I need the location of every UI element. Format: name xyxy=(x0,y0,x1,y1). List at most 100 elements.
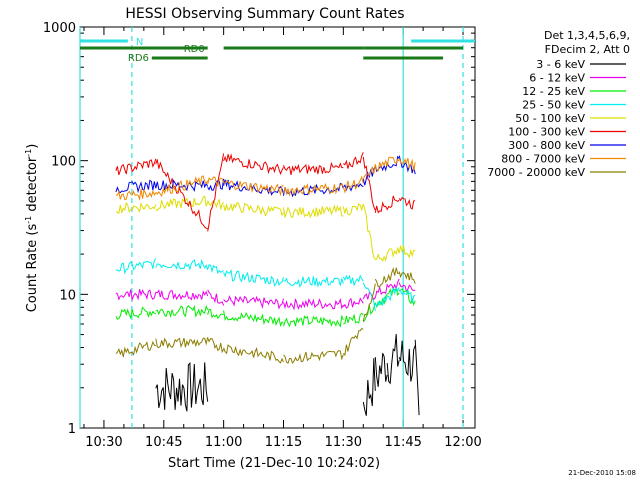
series-line-4 xyxy=(155,195,209,212)
series-line-2 xyxy=(374,287,400,308)
series-line-5 xyxy=(283,161,344,175)
series-line-3 xyxy=(155,258,209,271)
y-tick-label: 100 xyxy=(51,155,76,170)
y-label-main: Count Rate (s xyxy=(25,224,40,313)
series-line-2 xyxy=(207,308,224,320)
legend-label: 300 - 800 keV xyxy=(508,139,585,152)
x-tick-label: 10:30 xyxy=(85,435,122,450)
timestamp: 21-Dec-2010 15:08 xyxy=(568,469,636,477)
series-line-5 xyxy=(207,153,225,232)
series-line-1 xyxy=(155,289,209,301)
legend-header-line-2: FDecim 2, Att 0 xyxy=(545,43,630,56)
series-line-3 xyxy=(374,286,400,308)
series-line-3 xyxy=(223,269,284,287)
legend-label: 800 - 7000 keV xyxy=(501,153,585,166)
y-label-sup2: -1 xyxy=(24,149,33,157)
series-line-2 xyxy=(115,306,156,320)
series-line-3 xyxy=(283,276,344,288)
series-line-4 xyxy=(362,204,376,260)
series-line-8 xyxy=(223,344,284,364)
series-line-8 xyxy=(283,350,344,365)
legend-label: 12 - 25 keV xyxy=(522,85,585,98)
x-axis-label: Start Time (21-Dec-10 10:24:02) xyxy=(168,456,380,471)
legend-label: 50 - 100 keV xyxy=(515,112,585,125)
legend-label: 7000 - 20000 keV xyxy=(487,166,585,179)
legend-label: 25 - 50 keV xyxy=(522,99,585,112)
series-line-5 xyxy=(362,156,376,211)
series-line-5 xyxy=(115,158,157,176)
series-line-4 xyxy=(375,246,400,262)
series-line-1 xyxy=(362,291,376,301)
series-line-2 xyxy=(283,314,344,328)
series-line-5 xyxy=(155,159,208,230)
series-line-1 xyxy=(398,282,416,293)
flag-bars: N RD0 RD6 xyxy=(80,37,475,64)
series-line-2 xyxy=(155,304,209,319)
legend: Det 1,3,4,5,6,9, FDecim 2, Att 0 3 - 6 k… xyxy=(487,29,630,179)
series-line-0 xyxy=(386,334,400,385)
series-line-3 xyxy=(342,274,364,287)
chart-title: HESSI Observing Summary Count Rates xyxy=(125,6,404,22)
series-line-8 xyxy=(374,267,400,288)
flag-label-rd0: RD0 xyxy=(184,44,205,55)
series-line-7 xyxy=(374,156,400,172)
y-axis-label: Count Rate (s-1 detector-1) xyxy=(24,144,40,313)
series-line-0 xyxy=(362,358,376,416)
x-tick-label: 11:00 xyxy=(205,435,242,450)
y-label-sup1: -1 xyxy=(24,216,33,224)
series-line-7 xyxy=(155,175,209,198)
series-line-7 xyxy=(398,157,416,172)
series-line-6 xyxy=(342,183,364,192)
series-line-7 xyxy=(223,179,284,197)
series-line-1 xyxy=(342,297,364,309)
series-line-8 xyxy=(342,328,364,357)
series-line-7 xyxy=(207,176,225,188)
series-line-6 xyxy=(398,155,416,175)
series-line-8 xyxy=(155,337,209,349)
series-line-5 xyxy=(374,195,400,214)
series-line-1 xyxy=(115,289,157,302)
y-tick-label: 10 xyxy=(59,288,76,303)
series-line-3 xyxy=(398,289,416,304)
series-line-6 xyxy=(207,178,225,191)
series-line-4 xyxy=(283,204,344,219)
series-line-6 xyxy=(115,179,157,194)
series-line-3 xyxy=(207,264,224,275)
series-line-0 xyxy=(414,339,420,416)
x-ticks: 10:30 10:45 11:00 11:15 11:30 11:45 12:00 xyxy=(83,27,482,450)
series-line-6 xyxy=(155,179,209,193)
series-line-1 xyxy=(223,295,284,310)
flag-label-n: N xyxy=(136,37,143,48)
series-line-5 xyxy=(343,152,364,169)
series-line-4 xyxy=(342,203,364,216)
series-line-3 xyxy=(362,282,376,312)
legend-header-line-1: Det 1,3,4,5,6,9, xyxy=(544,29,630,42)
y-label-end: ) xyxy=(25,144,40,149)
series-line-3 xyxy=(115,258,157,275)
y-tick-label: 1000 xyxy=(43,21,76,36)
series-line-0 xyxy=(374,353,388,387)
series-line-1 xyxy=(374,278,400,299)
legend-label: 3 - 6 keV xyxy=(536,58,585,71)
series-line-2 xyxy=(223,310,284,328)
series-line-4 xyxy=(207,198,224,210)
series-line-1 xyxy=(207,289,225,306)
series-line-8 xyxy=(398,271,416,284)
series-line-0 xyxy=(155,361,209,412)
series-line-6 xyxy=(374,155,400,173)
legend-label: 100 - 300 keV xyxy=(508,126,585,139)
series-line-4 xyxy=(223,201,284,217)
x-tick-label: 12:00 xyxy=(444,435,481,450)
series-line-7 xyxy=(115,188,157,201)
series-line-5 xyxy=(223,153,284,176)
series-line-7 xyxy=(362,164,376,179)
y-label-mid: detector xyxy=(25,156,40,216)
x-tick-label: 11:45 xyxy=(384,435,421,450)
series-line-5 xyxy=(398,196,416,210)
series-line-8 xyxy=(115,340,157,358)
series-line-4 xyxy=(398,245,416,259)
series-line-0 xyxy=(398,340,416,382)
